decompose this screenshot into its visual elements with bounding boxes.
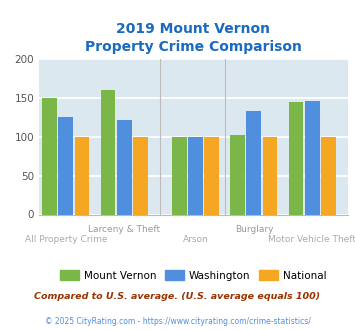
Bar	[305, 101, 320, 214]
Text: All Property Crime: All Property Crime	[24, 235, 107, 244]
Bar	[75, 137, 89, 214]
Bar	[100, 90, 115, 214]
Bar	[172, 137, 187, 214]
Bar	[188, 137, 203, 214]
Title: 2019 Mount Vernon
Property Crime Comparison: 2019 Mount Vernon Property Crime Compari…	[85, 22, 302, 54]
Bar	[117, 120, 131, 214]
Text: © 2025 CityRating.com - https://www.cityrating.com/crime-statistics/: © 2025 CityRating.com - https://www.city…	[45, 317, 310, 326]
Bar	[321, 137, 335, 214]
Bar	[59, 117, 73, 214]
Text: Burglary: Burglary	[235, 225, 273, 234]
Text: Compared to U.S. average. (U.S. average equals 100): Compared to U.S. average. (U.S. average …	[34, 292, 321, 301]
Bar	[204, 137, 219, 214]
Text: Larceny & Theft: Larceny & Theft	[88, 225, 160, 234]
Bar	[133, 137, 148, 214]
Bar	[289, 102, 304, 214]
Bar	[263, 137, 277, 214]
Legend: Mount Vernon, Washington, National: Mount Vernon, Washington, National	[56, 266, 331, 285]
Bar	[246, 111, 261, 214]
Bar	[230, 135, 245, 214]
Bar	[42, 98, 57, 214]
Text: Arson: Arson	[183, 235, 209, 244]
Text: Motor Vehicle Theft: Motor Vehicle Theft	[268, 235, 355, 244]
